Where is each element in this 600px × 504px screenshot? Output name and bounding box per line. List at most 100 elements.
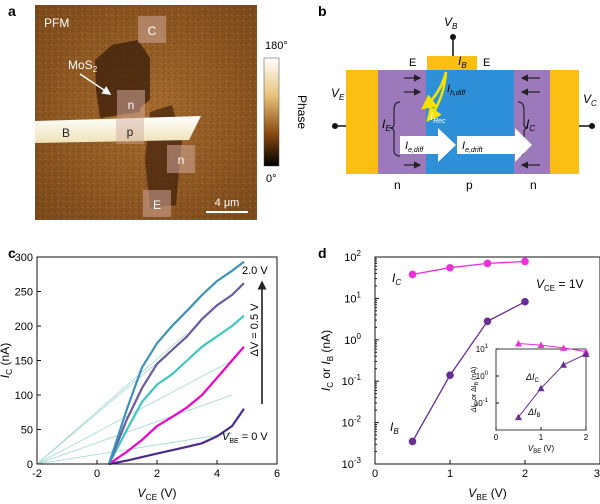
vc-label: VC — [583, 92, 597, 108]
c-xtick-label: 0 — [94, 468, 100, 480]
d-xlabel: VBE (V) — [468, 486, 507, 502]
mos2-label: MoS2 — [68, 58, 98, 74]
c-ytick-label: 100 — [15, 390, 33, 402]
d-point-IC — [446, 263, 454, 272]
c-ytick-label: 200 — [15, 321, 33, 333]
inset-ytick-label: 100 — [476, 371, 489, 381]
inset-point-0 — [515, 339, 522, 347]
tag-box-p — [116, 117, 144, 144]
ie-drift-label: Ie,drift — [462, 140, 484, 154]
d-point-IB — [408, 437, 417, 446]
field-arrows — [404, 74, 540, 169]
ie-drift-arrow — [457, 128, 532, 162]
c-annotation-top: 2.0 V — [242, 265, 268, 277]
c-xtick-label: 2 — [154, 468, 160, 480]
inset-series-line-1 — [518, 353, 587, 418]
c-ytick-label: 150 — [15, 356, 33, 368]
inset-ytick-label: 101 — [476, 344, 489, 354]
c-ytick-label: 250 — [15, 287, 33, 299]
inset-point-0 — [560, 344, 567, 351]
d-point-IB — [521, 297, 529, 306]
d-xtick-label: 1 — [447, 468, 453, 480]
p-type-flake — [35, 116, 201, 143]
tag-n-bottom: n — [178, 153, 185, 167]
c-series-line-0 — [108, 408, 245, 466]
panel-c-letter: c — [8, 245, 16, 261]
d-ytick-label: 10-2 — [342, 415, 362, 430]
d-plot-frame — [374, 256, 600, 465]
inset-point-1 — [515, 413, 522, 421]
c-annotation-step: ΔV = 0.5 V — [249, 303, 261, 357]
d-ylabel: IC or IB (nA) — [319, 330, 335, 391]
ie-label: IE — [382, 117, 391, 133]
tag-e: E — [153, 198, 161, 212]
ie-brace — [389, 101, 401, 157]
inset-point-1 — [582, 350, 590, 358]
label-e-left: E — [409, 57, 416, 69]
c-annotation-bottom: VBE = 0 V — [222, 431, 268, 445]
emitter-n-region — [378, 70, 426, 174]
colorbar-title: Phase — [295, 95, 309, 129]
ie-diff-arrow — [400, 128, 456, 162]
c-fit-line-2 — [36, 360, 233, 465]
panel-a: a C n B p n E PFM MoS2 4 μm 180° 0° Phas… — [8, 3, 309, 220]
d-series-line-IB — [411, 301, 526, 442]
inset-series-line-0 — [518, 343, 587, 353]
label-e-right: E — [483, 57, 490, 69]
d-ytick-label: 10-1 — [342, 373, 362, 388]
c-ytick-label: 0 — [27, 459, 33, 471]
panel-a-letter: a — [8, 3, 16, 19]
tag-b: B — [62, 126, 70, 140]
pfm-label: PFM — [44, 16, 69, 30]
c-xtick-label: 4 — [214, 468, 220, 480]
irec-label: IRec — [430, 111, 446, 125]
ih-diff-label: Ih,diff — [447, 83, 466, 97]
c-fit-line-0 — [36, 349, 173, 465]
c-fit-line-4 — [36, 432, 233, 465]
d-vce-label: VCE = 1V — [536, 277, 584, 293]
d-series-line-IC — [412, 260, 526, 276]
inset-label-delta-ib: ΔIB — [527, 407, 541, 419]
tag-box-n-top — [117, 90, 145, 117]
d-xtick-label: 0 — [372, 468, 378, 480]
d-ytick-label: 102 — [344, 249, 361, 264]
base-contact — [427, 56, 477, 70]
d-point-IC — [521, 257, 529, 266]
phase-colorbar — [263, 57, 280, 167]
inset-xtick-label: 1 — [539, 433, 544, 442]
collector-n-region — [514, 70, 550, 174]
ic-label: IC — [526, 117, 535, 133]
region-p: p — [466, 178, 473, 192]
panel-d-letter: d — [318, 245, 327, 261]
d-xtick-label: 2 — [522, 468, 528, 480]
irec-arrow — [426, 71, 448, 122]
ib-label: IB — [458, 54, 467, 70]
scale-bar-label: 4 μm — [215, 197, 240, 209]
region-n-right: n — [530, 178, 537, 192]
c-series-line-4 — [107, 260, 245, 465]
tag-c: C — [148, 24, 157, 38]
d-label-ic: IC — [392, 271, 401, 287]
d-point-IB — [483, 317, 492, 326]
inset-ylabel: ΔIC or ΔIB (nA) — [471, 367, 480, 414]
panel-b-letter: b — [318, 3, 327, 19]
d-xtick-label: 3 — [594, 468, 600, 480]
c-fit-line-3 — [36, 394, 233, 465]
d-label-ib: IB — [390, 420, 399, 436]
region-n-left: n — [394, 178, 401, 192]
vb-label: VB — [444, 15, 458, 31]
inset-xtick-label: 0 — [494, 433, 499, 442]
collector-contact — [546, 70, 579, 174]
c-series-line-1 — [108, 345, 245, 465]
ie-diff-label: Ie,diff — [405, 140, 424, 154]
colorbar-top-label: 180° — [265, 40, 288, 52]
d-point-IB — [446, 371, 454, 379]
ve-label: VE — [331, 86, 345, 102]
inset-point-1 — [537, 384, 545, 392]
tag-p: p — [127, 125, 134, 139]
